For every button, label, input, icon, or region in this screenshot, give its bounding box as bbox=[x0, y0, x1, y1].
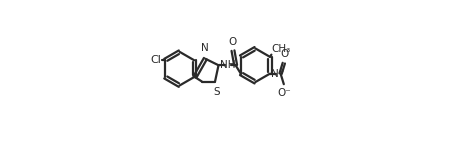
Text: O⁻: O⁻ bbox=[278, 88, 292, 98]
Text: Cl: Cl bbox=[151, 55, 161, 65]
Text: O: O bbox=[280, 49, 289, 59]
Text: N: N bbox=[201, 43, 208, 53]
Text: CH₃: CH₃ bbox=[272, 44, 291, 54]
Text: O: O bbox=[228, 37, 236, 46]
Text: N⁺: N⁺ bbox=[271, 69, 285, 79]
Text: S: S bbox=[213, 87, 220, 97]
Text: NH: NH bbox=[220, 60, 235, 70]
